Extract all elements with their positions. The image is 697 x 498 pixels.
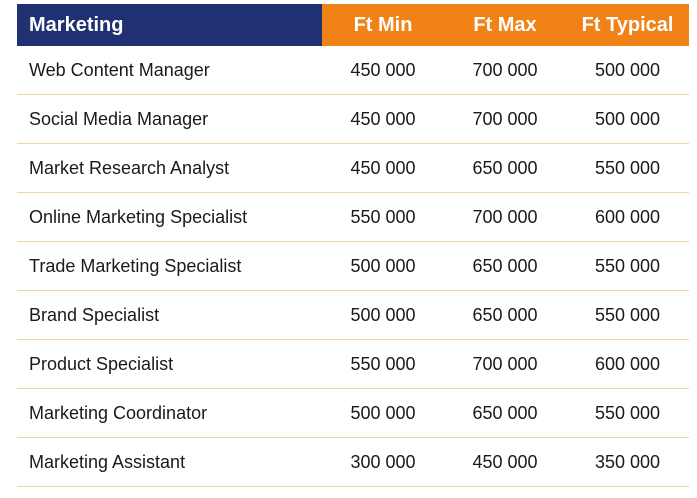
ft-max-value: 700 000 bbox=[472, 353, 538, 374]
ft-min-value: 450 000 bbox=[350, 59, 416, 80]
table-row: Online Marketing Specialist 550 000 700 … bbox=[17, 193, 689, 242]
ft-max-value: 450 000 bbox=[472, 451, 538, 472]
header-ft-max: Ft Max bbox=[444, 4, 566, 46]
role-name: Brand Specialist bbox=[29, 304, 160, 325]
ft-typical-value: 550 000 bbox=[594, 402, 661, 423]
ft-max-value: 650 000 bbox=[472, 255, 538, 276]
table-row: Brand Specialist 500 000 650 000 550 000 bbox=[17, 291, 689, 340]
ft-typical-value: 500 000 bbox=[594, 108, 661, 129]
header-marketing: Marketing bbox=[17, 4, 322, 46]
ft-min-value: 500 000 bbox=[350, 304, 416, 325]
ft-min-value: 550 000 bbox=[350, 353, 416, 374]
ft-typical-value: 550 000 bbox=[594, 157, 661, 178]
ft-min-value: 450 000 bbox=[350, 157, 416, 178]
ft-min-value: 300 000 bbox=[350, 451, 416, 472]
role-name: Trade Marketing Specialist bbox=[29, 255, 242, 276]
ft-min-value: 450 000 bbox=[350, 108, 416, 129]
ft-max-value: 700 000 bbox=[472, 59, 538, 80]
ft-max-value: 650 000 bbox=[472, 157, 538, 178]
ft-typical-value: 550 000 bbox=[594, 255, 661, 276]
table-row: Web Content Manager 450 000 700 000 500 … bbox=[17, 46, 689, 95]
ft-min-value: 550 000 bbox=[350, 206, 416, 227]
ft-max-value: 700 000 bbox=[472, 206, 538, 227]
role-name: Social Media Manager bbox=[29, 108, 209, 129]
role-name: Online Marketing Specialist bbox=[29, 206, 248, 227]
header-ft-typical: Ft Typical bbox=[566, 4, 689, 46]
ft-typical-value: 350 000 bbox=[594, 451, 661, 472]
ft-typical-value: 600 000 bbox=[594, 353, 661, 374]
ft-max-value: 700 000 bbox=[472, 108, 538, 129]
ft-max-value: 650 000 bbox=[472, 402, 538, 423]
salary-table: Marketing Ft Min Ft Max Ft Typical Web C… bbox=[17, 4, 689, 487]
role-name: Market Research Analyst bbox=[29, 157, 230, 178]
table-row: Product Specialist 550 000 700 000 600 0… bbox=[17, 340, 689, 389]
ft-typical-value: 600 000 bbox=[594, 206, 661, 227]
ft-typical-value: 550 000 bbox=[594, 304, 661, 325]
table-row: Trade Marketing Specialist 500 000 650 0… bbox=[17, 242, 689, 291]
role-name: Product Specialist bbox=[29, 353, 174, 374]
ft-typical-value: 500 000 bbox=[594, 59, 661, 80]
role-name: Web Content Manager bbox=[29, 59, 210, 80]
header-ft-min: Ft Min bbox=[322, 4, 444, 46]
table-header: Marketing Ft Min Ft Max Ft Typical bbox=[17, 4, 689, 46]
role-name: Marketing Assistant bbox=[29, 451, 186, 472]
table-row: Social Media Manager 450 000 700 000 500… bbox=[17, 95, 689, 144]
ft-max-value: 650 000 bbox=[472, 304, 538, 325]
ft-min-value: 500 000 bbox=[350, 255, 416, 276]
table-row: Marketing Coordinator 500 000 650 000 55… bbox=[17, 389, 689, 438]
role-name: Marketing Coordinator bbox=[29, 402, 208, 423]
table-row: Marketing Assistant 300 000 450 000 350 … bbox=[17, 438, 689, 487]
ft-min-value: 500 000 bbox=[350, 402, 416, 423]
table-row: Market Research Analyst 450 000 650 000 … bbox=[17, 144, 689, 193]
